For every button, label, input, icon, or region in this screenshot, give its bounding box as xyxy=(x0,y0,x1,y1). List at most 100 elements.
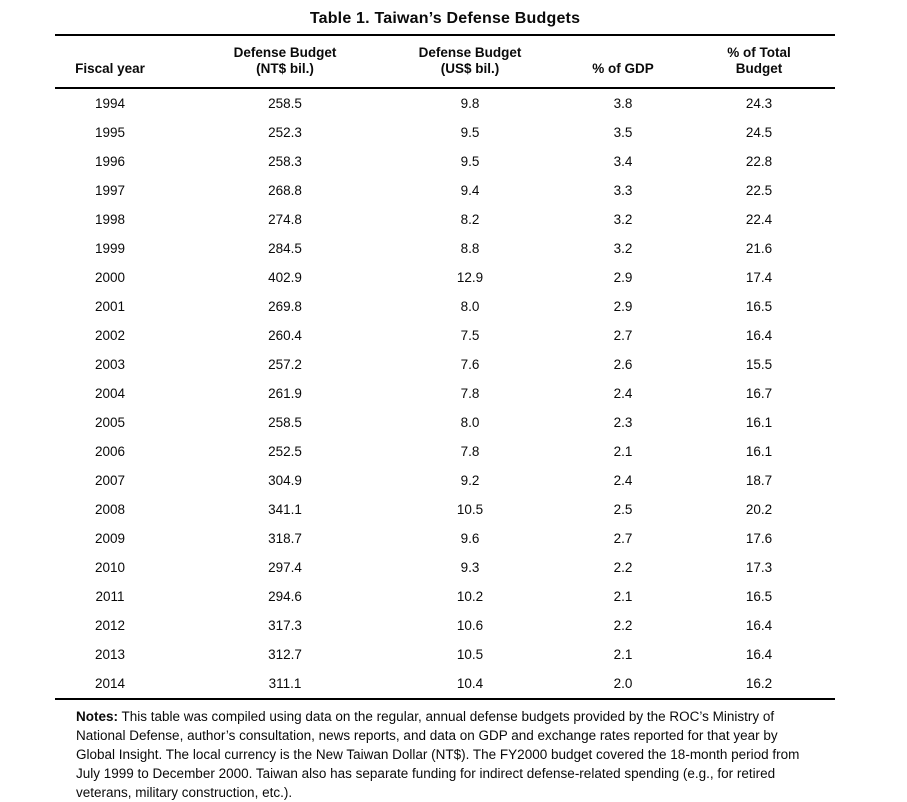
table-cell: 16.4 xyxy=(745,647,773,662)
table-cell: 7.8 xyxy=(460,444,480,459)
table-cell: 7.5 xyxy=(460,328,480,343)
table-cell: 2014 xyxy=(94,676,126,691)
table-cell: 16.1 xyxy=(745,415,773,430)
table-cell: 2.7 xyxy=(613,328,633,343)
table-cell: 3.4 xyxy=(613,154,633,169)
table-row: 2012 317.3 10.6 2.2 16.4 xyxy=(55,611,835,640)
table-cell: 16.5 xyxy=(745,589,773,604)
table-cell: 2005 xyxy=(94,415,126,430)
table-cell: 318.7 xyxy=(268,531,302,546)
table-cell: 15.5 xyxy=(745,357,773,372)
table-row: 1998 274.8 8.2 3.2 22.4 xyxy=(55,205,835,234)
table-cell: 2.1 xyxy=(613,647,633,662)
table-cell: 269.8 xyxy=(268,299,302,314)
table-cell: 260.4 xyxy=(268,328,302,343)
table-cell: 1997 xyxy=(94,183,126,198)
table-cell: 252.5 xyxy=(268,444,302,459)
table-row: 2002 260.4 7.5 2.7 16.4 xyxy=(55,321,835,350)
table-cell: 12.9 xyxy=(456,270,484,285)
table-cell: 2.2 xyxy=(613,618,633,633)
table-cell: 2.1 xyxy=(613,589,633,604)
table-cell: 3.5 xyxy=(613,125,633,140)
table-cell: 257.2 xyxy=(268,357,302,372)
table-cell: 3.2 xyxy=(613,241,633,256)
table-row: 2003 257.2 7.6 2.6 15.5 xyxy=(55,350,835,379)
table-row: 1997 268.8 9.4 3.3 22.5 xyxy=(55,176,835,205)
table-row: 2000 402.9 12.9 2.9 17.4 xyxy=(55,263,835,292)
table-cell: 297.4 xyxy=(268,560,302,575)
table-cell: 2000 xyxy=(94,270,126,285)
table-cell: 16.2 xyxy=(745,676,773,691)
table-cell: 261.9 xyxy=(268,386,302,401)
table-cell: 274.8 xyxy=(268,212,302,227)
table-cell: 2.2 xyxy=(613,560,633,575)
table-cell: 1999 xyxy=(94,241,126,256)
table-cell: 21.6 xyxy=(745,241,773,256)
table-cell: 1998 xyxy=(94,212,126,227)
column-header-fiscal-year: Fiscal year xyxy=(75,61,145,76)
table-cell: 317.3 xyxy=(268,618,302,633)
table-row: 2009 318.7 9.6 2.7 17.6 xyxy=(55,524,835,553)
table-cell: 2007 xyxy=(94,473,126,488)
table-cell: 2.1 xyxy=(613,444,633,459)
defense-budgets-table: Fiscal year Defense Budget (NT$ bil.) De… xyxy=(55,34,835,700)
table-cell: 3.2 xyxy=(613,212,633,227)
table-row: 2001 269.8 8.0 2.9 16.5 xyxy=(55,292,835,321)
table-cell: 24.5 xyxy=(745,125,773,140)
table-cell: 8.8 xyxy=(460,241,480,256)
table-cell: 17.4 xyxy=(745,270,773,285)
table-cell: 2010 xyxy=(94,560,126,575)
table-cell: 9.6 xyxy=(460,531,480,546)
table-cell: 8.2 xyxy=(460,212,480,227)
table-cell: 24.3 xyxy=(745,96,773,111)
table-cell: 8.0 xyxy=(460,299,480,314)
table-cell: 304.9 xyxy=(268,473,302,488)
table-cell: 20.2 xyxy=(745,502,773,517)
table-cell: 9.4 xyxy=(460,183,480,198)
table-cell: 7.6 xyxy=(460,357,480,372)
table-cell: 2004 xyxy=(94,386,126,401)
table-cell: 2001 xyxy=(94,299,126,314)
table-cell: 2002 xyxy=(94,328,126,343)
table-cell: 312.7 xyxy=(268,647,302,662)
table-cell: 294.6 xyxy=(268,589,302,604)
table-cell: 9.5 xyxy=(460,125,480,140)
table-cell: 2008 xyxy=(94,502,126,517)
table-cell: 2.9 xyxy=(613,299,633,314)
table-cell: 16.4 xyxy=(745,618,773,633)
table-cell: 10.5 xyxy=(456,502,484,517)
table-cell: 341.1 xyxy=(268,502,302,517)
table-row: 2004 261.9 7.8 2.4 16.7 xyxy=(55,379,835,408)
table-cell: 2.9 xyxy=(613,270,633,285)
table-cell: 311.1 xyxy=(268,676,302,691)
table-row: 2005 258.5 8.0 2.3 16.1 xyxy=(55,408,835,437)
table-cell: 7.8 xyxy=(460,386,480,401)
table-cell: 2006 xyxy=(94,444,126,459)
table-cell: 1994 xyxy=(94,96,126,111)
table-cell: 8.0 xyxy=(460,415,480,430)
table-cell: 10.6 xyxy=(456,618,484,633)
table-cell: 1995 xyxy=(94,125,126,140)
table-cell: 2.3 xyxy=(613,415,633,430)
table-cell: 2.4 xyxy=(613,386,633,401)
table-cell: 3.8 xyxy=(613,96,633,111)
table-row: 1994 258.5 9.8 3.8 24.3 xyxy=(55,89,835,118)
table-cell: 2003 xyxy=(94,357,126,372)
table-cell: 1996 xyxy=(94,154,126,169)
table-cell: 2013 xyxy=(94,647,126,662)
table-cell: 9.8 xyxy=(460,96,480,111)
table-cell: 3.3 xyxy=(613,183,633,198)
table-cell: 17.3 xyxy=(745,560,773,575)
table-cell: 258.5 xyxy=(268,415,302,430)
table-row: 2014 311.1 10.4 2.0 16.2 xyxy=(55,669,835,698)
table-cell: 9.2 xyxy=(460,473,480,488)
table-cell: 2.4 xyxy=(613,473,633,488)
table-cell: 9.3 xyxy=(460,560,480,575)
column-header-budget-us: Defense Budget (US$ bil.) xyxy=(418,45,522,76)
table-cell: 258.5 xyxy=(268,96,302,111)
table-row: 2007 304.9 9.2 2.4 18.7 xyxy=(55,466,835,495)
table-cell: 9.5 xyxy=(460,154,480,169)
table-cell: 2.5 xyxy=(613,502,633,517)
table-cell: 22.4 xyxy=(745,212,773,227)
